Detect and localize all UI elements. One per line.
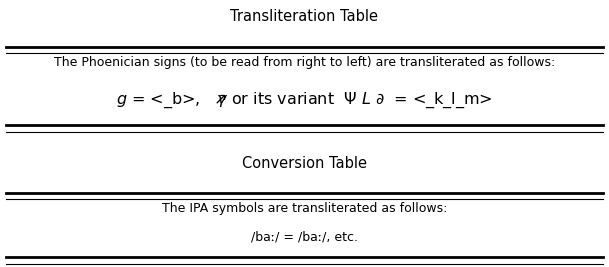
Text: The IPA symbols are transliterated as follows:: The IPA symbols are transliterated as fo… <box>162 202 447 215</box>
Text: Transliteration Table: Transliteration Table <box>230 9 379 24</box>
Text: /baː/ = /baː/, etc.: /baː/ = /baː/, etc. <box>251 231 358 244</box>
Text: The Phoenician signs (to be read from right to left) are transliterated as follo: The Phoenician signs (to be read from ri… <box>54 56 555 69</box>
Text: Conversion Table: Conversion Table <box>242 156 367 171</box>
Text: $\mathit{g}$ = <_b>,  $\mathit{\nearrow\!\!\!\!\!\gamma}$ or its variant  $\math: $\mathit{g}$ = <_b>, $\mathit{\nearrow\!… <box>116 91 493 110</box>
